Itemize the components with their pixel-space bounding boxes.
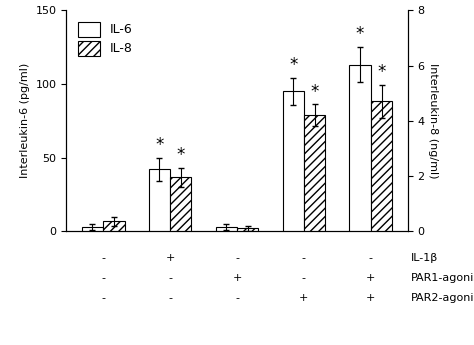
Text: PAR2-agonist: PAR2-agonist <box>411 293 474 303</box>
Bar <box>216 227 237 231</box>
Bar <box>103 221 125 231</box>
Legend: IL-6, IL-8: IL-6, IL-8 <box>73 17 138 61</box>
Text: IL-1β: IL-1β <box>411 253 438 263</box>
Text: -: - <box>235 293 239 303</box>
Text: -: - <box>101 273 105 283</box>
Text: +: + <box>366 273 375 283</box>
Bar <box>349 65 371 231</box>
Bar <box>304 115 325 231</box>
Bar <box>237 228 258 231</box>
Text: +: + <box>165 253 175 263</box>
Y-axis label: Interleukin-6 (pg/ml): Interleukin-6 (pg/ml) <box>20 63 30 178</box>
Text: +: + <box>232 273 242 283</box>
Text: +: + <box>299 293 309 303</box>
Y-axis label: Interleukin-8 (ng/ml): Interleukin-8 (ng/ml) <box>428 63 438 178</box>
Text: *: * <box>356 26 365 43</box>
Text: +: + <box>366 293 375 303</box>
Text: -: - <box>369 253 373 263</box>
Text: *: * <box>377 63 386 81</box>
Text: -: - <box>302 273 306 283</box>
Text: -: - <box>101 293 105 303</box>
Text: PAR1-agonist: PAR1-agonist <box>411 273 474 283</box>
Bar <box>170 177 191 231</box>
Text: *: * <box>310 82 319 100</box>
Text: *: * <box>289 56 297 75</box>
Text: -: - <box>235 253 239 263</box>
Bar <box>371 101 392 231</box>
Text: -: - <box>101 253 105 263</box>
Text: *: * <box>155 136 164 154</box>
Text: *: * <box>177 146 185 164</box>
Bar <box>283 91 304 231</box>
Text: -: - <box>168 273 172 283</box>
Text: -: - <box>302 253 306 263</box>
Bar <box>82 227 103 231</box>
Text: -: - <box>168 293 172 303</box>
Bar <box>149 169 170 231</box>
